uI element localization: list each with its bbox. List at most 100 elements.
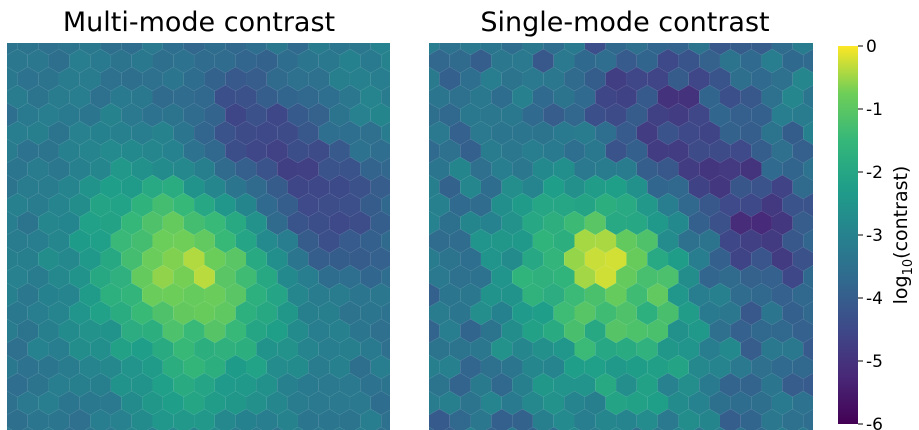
hex-cell <box>719 121 741 145</box>
hex-cell <box>370 175 390 199</box>
hex-cell <box>688 391 710 415</box>
hex-cell <box>142 43 163 55</box>
hex-cell <box>709 139 731 163</box>
hex-cell <box>194 265 215 289</box>
hex-cell <box>657 409 679 430</box>
hex-cell <box>152 193 174 217</box>
hex-cell <box>678 49 700 73</box>
hex-cell <box>564 67 585 91</box>
hex-cell <box>522 103 544 127</box>
hex-cell <box>27 49 49 73</box>
hex-cell <box>173 337 195 361</box>
hex-cell <box>370 67 390 91</box>
hex-cell <box>429 103 440 127</box>
hex-cell <box>360 409 382 430</box>
hex-cell <box>90 121 111 145</box>
hex-cell <box>256 301 278 325</box>
hex-cell <box>761 229 783 253</box>
hex-cell <box>246 43 267 55</box>
hex-cell <box>626 67 648 91</box>
hex-cell <box>349 355 371 379</box>
hex-cell <box>740 409 762 430</box>
hex-cell <box>381 373 390 397</box>
hex-cell <box>512 229 533 253</box>
hex-cell <box>501 391 523 415</box>
hex-cell <box>100 175 122 199</box>
hex-cell <box>522 43 544 55</box>
hex-cell <box>761 49 783 73</box>
hex-cell <box>100 355 122 379</box>
hex-cell <box>287 247 309 271</box>
hex-cell <box>814 103 835 127</box>
hex-cell <box>105 427 117 430</box>
hex-cell <box>7 103 18 127</box>
hex-cell <box>439 103 461 127</box>
hex-cell <box>719 373 741 397</box>
hex-cell <box>460 67 481 91</box>
hex-cell <box>595 409 617 430</box>
hex-cell <box>740 265 762 289</box>
hex-cell <box>277 301 298 325</box>
hex-cell <box>194 49 215 73</box>
hex-cell <box>69 301 91 325</box>
hex-cell <box>470 337 492 361</box>
hex-cell <box>349 211 371 235</box>
hex-cell <box>543 139 565 163</box>
hex-cell <box>564 139 585 163</box>
hex-cell <box>38 139 59 163</box>
hex-cell <box>501 211 523 235</box>
hex-cell <box>668 103 689 127</box>
hex-cell <box>616 85 637 109</box>
hex-cell <box>398 283 419 307</box>
hex-cell <box>398 391 419 415</box>
hex-cell <box>429 49 450 73</box>
hex-cell <box>771 355 793 379</box>
hex-cell <box>460 355 481 379</box>
hex-cell <box>460 175 481 199</box>
hex-cell <box>657 49 679 73</box>
hex-cell <box>0 301 7 325</box>
hex-cell <box>297 265 319 289</box>
hex-cell <box>100 43 122 55</box>
hex-cell <box>79 391 101 415</box>
hex-cell <box>803 13 824 37</box>
hex-cell <box>522 67 544 91</box>
hex-cell <box>506 427 518 430</box>
hex-cell <box>688 175 710 199</box>
hex-cell <box>339 409 361 430</box>
hex-cell <box>162 211 184 235</box>
hex-cell <box>688 355 710 379</box>
hex-cell <box>668 319 689 343</box>
hex-cell <box>329 67 350 91</box>
hex-cell <box>235 229 257 253</box>
hex-cell <box>480 67 502 91</box>
hex-cell <box>751 247 772 271</box>
hex-cell <box>360 373 382 397</box>
hex-cell <box>48 265 70 289</box>
hex-cell <box>349 139 371 163</box>
hex-cell <box>297 121 319 145</box>
hex-cell <box>532 49 554 73</box>
hex-cell <box>470 229 492 253</box>
hex-cell <box>719 85 741 109</box>
colorbar-tick-label: -3 <box>866 226 883 246</box>
hex-cell <box>79 211 101 235</box>
hex-cell <box>792 391 813 415</box>
hex-cell <box>792 139 813 163</box>
hex-cell <box>204 319 226 343</box>
hex-cell <box>131 49 153 73</box>
hex-cell <box>402 157 423 181</box>
hex-cell <box>730 391 752 415</box>
hex-cell <box>803 301 813 325</box>
hex-cell <box>564 247 585 271</box>
hex-cell <box>100 319 122 343</box>
hex-cell <box>730 211 752 235</box>
hex-cell <box>246 139 267 163</box>
hex-cell <box>408 193 429 217</box>
hex-cell <box>162 283 184 307</box>
hex-cell <box>709 355 731 379</box>
hex-cell <box>188 427 200 430</box>
hex-cell <box>194 193 215 217</box>
hex-cell <box>668 391 689 415</box>
hex-cell <box>194 229 215 253</box>
